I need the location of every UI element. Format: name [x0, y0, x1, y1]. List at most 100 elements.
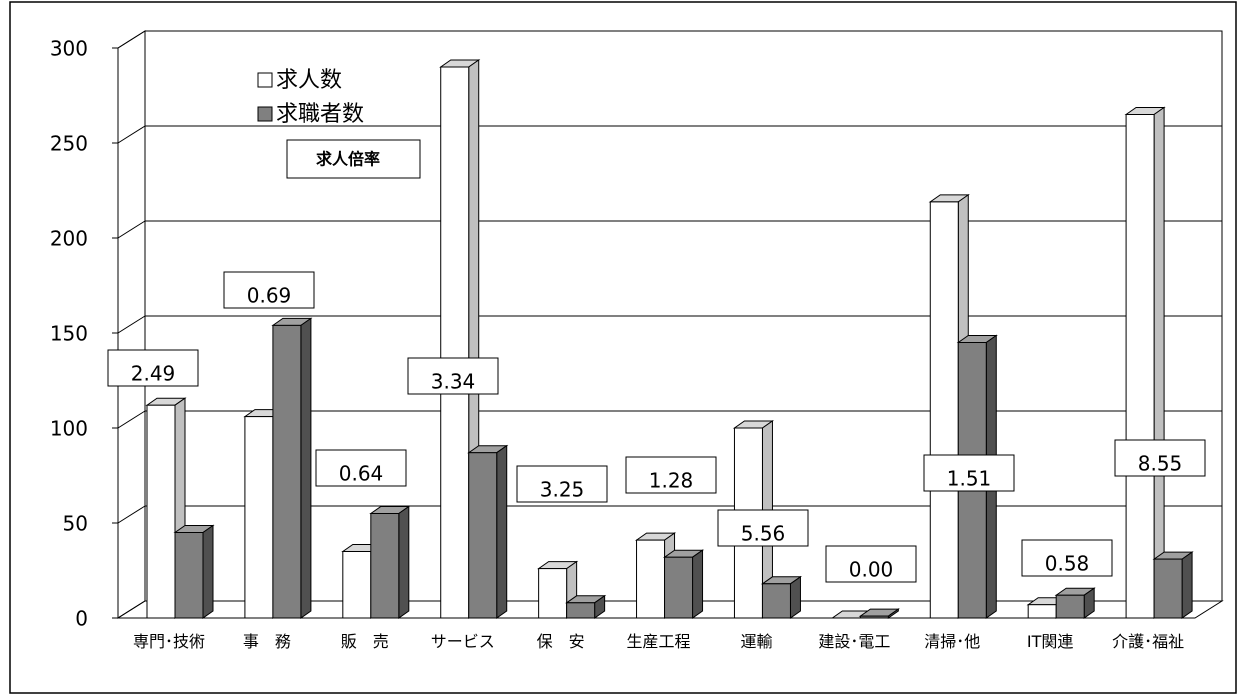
- x-tick-label: 運輸: [740, 632, 773, 651]
- bar-front: [174, 532, 204, 619]
- bar-front: [1055, 594, 1085, 619]
- bar-front: [929, 201, 959, 619]
- bar: [1152, 551, 1194, 619]
- ratio-box: [717, 509, 809, 547]
- bar: [760, 575, 803, 619]
- bar-side: [1181, 551, 1193, 619]
- bar-side: [496, 444, 508, 619]
- bar-front: [468, 452, 498, 619]
- bar-front: [1027, 604, 1057, 619]
- ratio-box: [625, 456, 717, 494]
- ratio-label: 1.51: [947, 467, 992, 491]
- legend-swatch: [257, 106, 273, 122]
- y-tick-label: 50: [63, 512, 88, 536]
- y-tick-label: 300: [50, 37, 88, 61]
- ratio-box: [825, 545, 917, 583]
- x-tick-label: 販 売: [340, 632, 389, 651]
- bar-front: [664, 556, 694, 619]
- ratio-box: [223, 271, 315, 309]
- ratio-label: 0.69: [247, 284, 292, 308]
- x-tick-label: 清掃･他: [924, 632, 981, 651]
- grid-line: [117, 600, 146, 619]
- bar-front: [440, 66, 470, 619]
- x-tick-label-box: 介護･福祉: [1112, 632, 1185, 651]
- ratio-label: 0.64: [339, 462, 384, 486]
- bar-side: [300, 317, 312, 619]
- x-tick-label-box: 建設･電工: [818, 632, 891, 651]
- ratio-label: 1.28: [649, 469, 694, 493]
- bar: [662, 549, 705, 619]
- bar-side: [789, 575, 801, 619]
- bar-front: [636, 539, 666, 619]
- x-tick-label-box: サービス: [431, 632, 495, 651]
- ratio-box: [923, 454, 1015, 492]
- ratio-box: [315, 449, 407, 487]
- ratio-label: 5.56: [741, 522, 786, 546]
- x-tick-label: 建設･電工: [818, 632, 891, 651]
- bar-front: [761, 583, 791, 619]
- x-tick-label: 保 安: [536, 632, 585, 651]
- ratio-label: 0.58: [1045, 552, 1090, 576]
- bar-front: [566, 602, 596, 619]
- frame: [9, 1, 1237, 694]
- ratio-label: 8.55: [1138, 452, 1183, 476]
- bar-front: [859, 615, 889, 619]
- x-tick-label: IT関連: [1026, 632, 1074, 651]
- ratio-box: [516, 465, 608, 503]
- bar: [858, 608, 900, 619]
- ratio-label: 2.49: [131, 362, 176, 386]
- legend-label: 求人数: [276, 68, 342, 93]
- bar: [467, 444, 509, 619]
- x-tick-label-box: 事 務: [242, 632, 291, 651]
- legend-swatch: [257, 72, 273, 88]
- bar: [1124, 106, 1166, 619]
- grid-line: [117, 315, 146, 334]
- ratio-box: [407, 357, 499, 395]
- grid-line: [117, 30, 146, 49]
- bar: [271, 317, 313, 619]
- ratio-box: [107, 349, 199, 387]
- legend-ratio: 求人倍率: [316, 150, 380, 169]
- x-tick-label-box: 保 安: [536, 632, 585, 651]
- legend-label: 求職者数: [276, 102, 364, 127]
- bar: [565, 594, 607, 619]
- ratio-box: [1114, 439, 1206, 477]
- x-tick-label: 専門･技術: [132, 632, 205, 651]
- x-tick-label: 生産工程: [626, 632, 691, 651]
- bar-front: [1153, 558, 1183, 619]
- bar-side: [398, 505, 410, 619]
- x-tick-label-box: 専門･技術: [132, 632, 205, 651]
- bar-side: [1153, 106, 1165, 619]
- x-tick-label-box: IT関連: [1026, 632, 1074, 651]
- y-tick-label: 250: [50, 132, 88, 156]
- bar-front: [370, 513, 400, 619]
- bar-front: [272, 324, 302, 619]
- bar: [369, 505, 411, 619]
- ratio-label: 3.25: [540, 478, 585, 502]
- bar: [173, 524, 215, 619]
- ratio-label: 3.34: [431, 370, 476, 394]
- x-tick-label-box: 販 売: [340, 632, 389, 651]
- bar-front: [244, 416, 274, 619]
- bar-side: [202, 524, 214, 619]
- grid-line: [117, 410, 146, 429]
- grid-line: [117, 220, 146, 239]
- legend-box: [286, 139, 421, 179]
- y-tick-label: 150: [50, 322, 88, 346]
- y-tick-label: 100: [50, 417, 88, 441]
- bar: [145, 397, 187, 619]
- x-tick-label-box: 運輸: [740, 632, 773, 651]
- ratio-box: [1021, 539, 1113, 577]
- bar-front: [1125, 114, 1155, 619]
- bar-front: [146, 404, 176, 619]
- bar: [1054, 587, 1096, 619]
- y-tick-label: 0: [75, 607, 88, 631]
- ratio-label: 0.00: [849, 558, 894, 582]
- bar-side: [692, 549, 704, 619]
- y-tick-label: 200: [50, 227, 88, 251]
- x-tick-label-box: 生産工程: [626, 632, 691, 651]
- x-tick-label: 事 務: [242, 632, 291, 651]
- x-tick-label: 介護･福祉: [1112, 632, 1185, 651]
- bar-front: [538, 568, 568, 619]
